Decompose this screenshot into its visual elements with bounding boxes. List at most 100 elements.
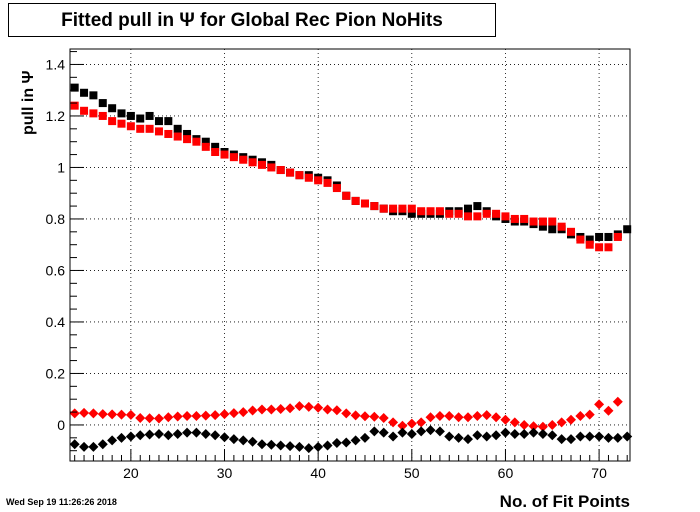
data-point bbox=[247, 436, 258, 447]
data-point bbox=[492, 209, 501, 218]
data-point bbox=[313, 402, 324, 413]
data-point bbox=[378, 427, 389, 438]
data-point bbox=[537, 428, 548, 439]
data-point bbox=[323, 178, 332, 187]
data-point bbox=[116, 432, 127, 443]
data-point bbox=[332, 184, 341, 193]
data-point bbox=[163, 412, 174, 423]
data-point bbox=[359, 432, 370, 443]
data-point bbox=[201, 137, 210, 146]
data-point bbox=[238, 407, 249, 418]
data-point bbox=[434, 410, 445, 421]
data-point bbox=[594, 431, 605, 442]
data-point bbox=[126, 111, 135, 120]
data-point bbox=[314, 176, 323, 185]
data-point bbox=[304, 173, 313, 182]
y-tick-label: 1.4 bbox=[46, 56, 66, 72]
data-point bbox=[89, 91, 98, 100]
data-point bbox=[183, 135, 192, 144]
x-tick-label: 60 bbox=[498, 465, 514, 481]
data-point bbox=[341, 437, 352, 448]
data-point bbox=[70, 101, 79, 110]
data-point bbox=[528, 427, 539, 438]
data-point bbox=[154, 117, 163, 126]
data-point bbox=[491, 412, 502, 423]
data-point bbox=[229, 153, 238, 162]
data-point bbox=[116, 409, 127, 420]
data-point bbox=[342, 191, 351, 200]
data-point bbox=[144, 413, 155, 424]
data-point bbox=[510, 214, 519, 223]
data-point bbox=[520, 214, 529, 223]
data-point bbox=[117, 109, 126, 118]
data-point bbox=[378, 412, 389, 423]
data-point bbox=[623, 225, 632, 234]
data-point bbox=[453, 412, 464, 423]
data-point bbox=[89, 109, 98, 118]
data-point bbox=[80, 106, 89, 115]
data-point bbox=[612, 396, 623, 407]
series-3 bbox=[69, 425, 633, 454]
data-point bbox=[210, 430, 221, 441]
data-point bbox=[88, 441, 99, 452]
data-point bbox=[584, 431, 595, 442]
y-tick-label: 1.2 bbox=[46, 108, 66, 124]
data-point bbox=[164, 129, 173, 138]
y-tick-label: 0.8 bbox=[46, 211, 66, 227]
data-point bbox=[117, 119, 126, 128]
data-point bbox=[595, 243, 604, 252]
data-point bbox=[481, 410, 492, 421]
data-point bbox=[594, 399, 605, 410]
data-point bbox=[164, 117, 173, 126]
data-point bbox=[97, 409, 108, 420]
data-point bbox=[257, 160, 266, 169]
data-point bbox=[622, 431, 633, 442]
data-point bbox=[200, 428, 211, 439]
data-point bbox=[172, 428, 183, 439]
data-point bbox=[108, 117, 117, 126]
data-point bbox=[584, 409, 595, 420]
data-point bbox=[538, 217, 547, 226]
data-point bbox=[528, 421, 539, 432]
data-point bbox=[538, 222, 547, 231]
data-point bbox=[453, 432, 464, 443]
data-point bbox=[108, 104, 117, 113]
data-point bbox=[604, 232, 613, 241]
data-point bbox=[322, 404, 333, 415]
data-point bbox=[125, 431, 136, 442]
datestamp: Wed Sep 19 11:26:26 2018 bbox=[6, 497, 117, 507]
data-point bbox=[603, 405, 614, 416]
data-point bbox=[509, 428, 520, 439]
data-point bbox=[388, 417, 399, 428]
data-point bbox=[331, 405, 342, 416]
data-point bbox=[192, 137, 201, 146]
data-point bbox=[425, 425, 436, 436]
data-point bbox=[210, 410, 221, 421]
data-point bbox=[444, 410, 455, 421]
series-2 bbox=[69, 396, 623, 432]
y-tick-label: 0.2 bbox=[46, 365, 66, 381]
data-point bbox=[566, 434, 577, 445]
data-point bbox=[322, 440, 333, 451]
data-point bbox=[595, 232, 604, 241]
data-point bbox=[247, 405, 258, 416]
data-point bbox=[303, 443, 314, 454]
data-point bbox=[256, 439, 267, 450]
chart-title-box: Fitted pull in Ψ for Global Rec Pion NoH… bbox=[8, 3, 496, 37]
data-point bbox=[275, 403, 286, 414]
data-point bbox=[482, 209, 491, 218]
data-point bbox=[256, 404, 267, 415]
data-point bbox=[211, 142, 220, 151]
data-point bbox=[80, 88, 89, 97]
data-point bbox=[191, 427, 202, 438]
data-point bbox=[454, 209, 463, 218]
data-point bbox=[201, 142, 210, 151]
data-point bbox=[445, 209, 454, 218]
data-point bbox=[576, 235, 585, 244]
data-point bbox=[239, 155, 248, 164]
data-point bbox=[603, 432, 614, 443]
data-point bbox=[585, 235, 594, 244]
data-point bbox=[548, 217, 557, 226]
data-point bbox=[79, 407, 90, 418]
